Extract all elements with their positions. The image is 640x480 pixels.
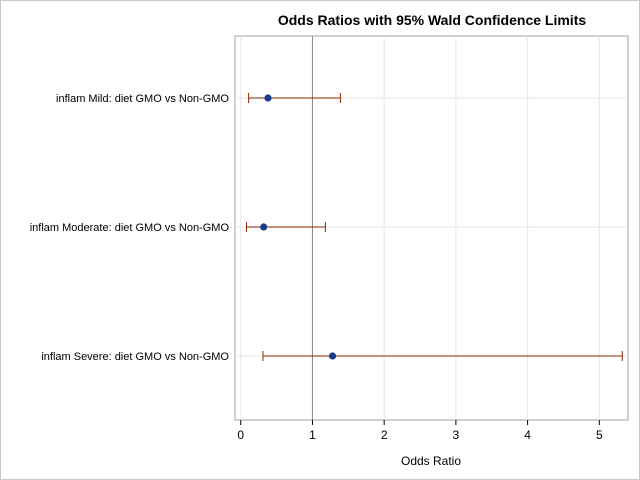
- x-axis-ticks: 0 1 2 3 4 5: [237, 420, 603, 442]
- x-tick-label-5: 5: [596, 428, 603, 442]
- category-label-2: inflam Severe: diet GMO vs Non-GMO: [41, 351, 229, 363]
- confidence-intervals: [245, 93, 623, 361]
- estimate-point-0: [264, 94, 272, 102]
- category-label-1: inflam Moderate: diet GMO vs Non-GMO: [30, 222, 230, 234]
- category-label-0: inflam Mild: diet GMO vs Non-GMO: [56, 93, 229, 105]
- x-tick-label-3: 3: [453, 428, 460, 442]
- y-axis-category-labels: inflam Mild: diet GMO vs Non-GMO inflam M…: [30, 93, 230, 363]
- plot-area: [234, 35, 629, 421]
- estimate-points: [260, 94, 337, 360]
- x-tick-label-4: 4: [524, 428, 531, 442]
- x-tick-label-1: 1: [309, 428, 316, 442]
- chart-title: Odds Ratios with 95% Wald Confidence Lim…: [278, 12, 587, 28]
- estimate-point-2: [328, 352, 337, 360]
- x-axis-label: Odds Ratio: [401, 454, 461, 468]
- x-tick-label-0: 0: [237, 428, 244, 442]
- estimate-point-1: [260, 223, 268, 231]
- x-tick-label-2: 2: [381, 428, 388, 442]
